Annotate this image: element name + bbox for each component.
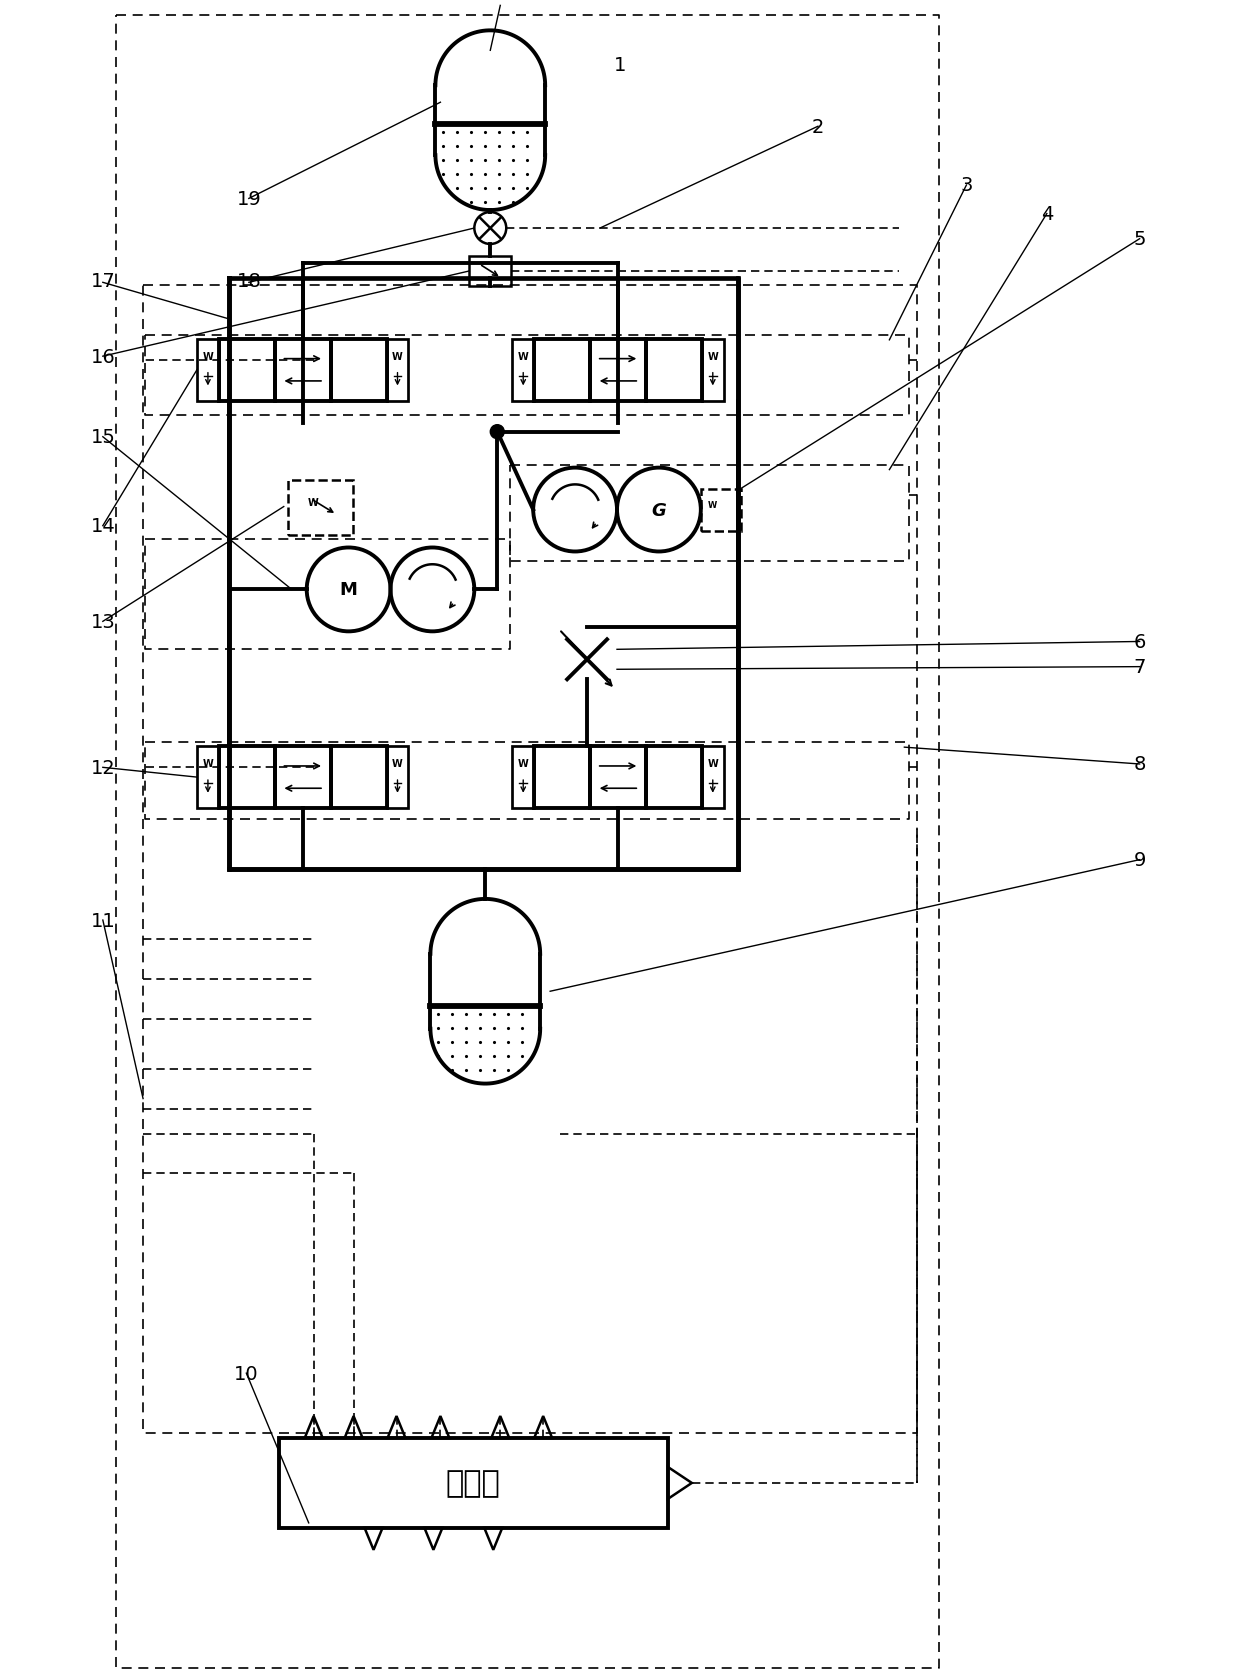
Circle shape (490, 425, 505, 440)
Bar (197, 746, 219, 808)
Text: 4: 4 (1040, 205, 1053, 223)
Bar (387, 746, 408, 808)
Bar (702, 746, 724, 808)
Bar (387, 339, 408, 402)
Text: 18: 18 (237, 272, 262, 291)
Bar (701, 489, 740, 531)
Text: W: W (202, 759, 213, 769)
Text: 5: 5 (1133, 230, 1146, 249)
Text: 3: 3 (960, 176, 972, 195)
Text: 19: 19 (237, 190, 262, 208)
Text: 16: 16 (91, 348, 115, 366)
Text: 10: 10 (234, 1364, 259, 1383)
Bar (219, 746, 275, 808)
Bar (512, 339, 534, 402)
Bar (197, 339, 219, 402)
Text: 17: 17 (91, 272, 115, 291)
Bar (288, 480, 353, 536)
Bar (279, 1438, 668, 1527)
Text: 13: 13 (91, 613, 115, 632)
Bar (331, 746, 387, 808)
Bar (534, 746, 590, 808)
Text: 2: 2 (812, 118, 825, 136)
Text: 8: 8 (1133, 754, 1146, 774)
Bar (331, 339, 387, 402)
Text: 12: 12 (91, 758, 115, 778)
Text: W: W (518, 351, 528, 361)
Bar (534, 339, 590, 402)
Text: 11: 11 (91, 911, 115, 931)
Text: 6: 6 (1133, 633, 1146, 652)
Text: 9: 9 (1133, 850, 1146, 870)
Bar (590, 746, 646, 808)
Text: W: W (518, 759, 528, 769)
Text: W: W (707, 351, 718, 361)
Text: 1: 1 (614, 55, 626, 74)
Bar (646, 746, 702, 808)
Text: 控制器: 控制器 (446, 1468, 501, 1497)
Text: 7: 7 (1133, 659, 1146, 677)
Bar (219, 339, 275, 402)
Text: M: M (340, 581, 357, 600)
Text: W: W (707, 759, 718, 769)
Text: W: W (202, 351, 213, 361)
Text: W: W (392, 351, 403, 361)
Bar (590, 339, 646, 402)
Bar (275, 339, 331, 402)
Bar (702, 339, 724, 402)
Text: W: W (392, 759, 403, 769)
Bar (512, 746, 534, 808)
Text: W: W (708, 501, 718, 509)
Text: W: W (308, 497, 319, 507)
Text: 14: 14 (91, 517, 115, 536)
Text: 15: 15 (91, 428, 115, 447)
Bar (275, 746, 331, 808)
Bar (646, 339, 702, 402)
Bar (469, 257, 511, 287)
Text: G: G (651, 501, 666, 519)
